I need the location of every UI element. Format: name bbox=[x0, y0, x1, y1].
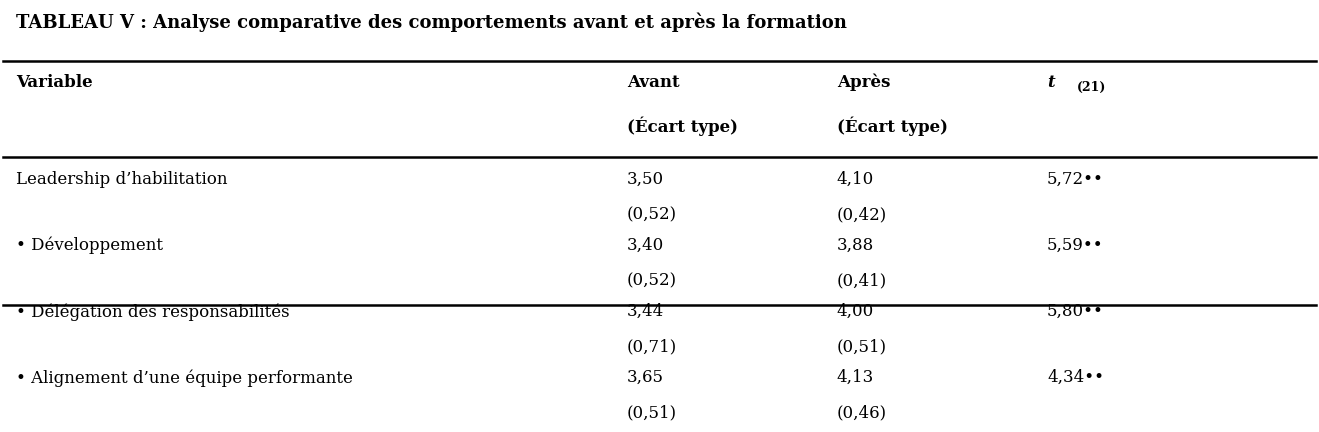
Text: 3,65: 3,65 bbox=[627, 369, 663, 386]
Text: (Écart type): (Écart type) bbox=[836, 117, 948, 136]
Text: TABLEAU V : Analyse comparative des comportements avant et après la formation: TABLEAU V : Analyse comparative des comp… bbox=[16, 12, 847, 32]
Text: Avant: Avant bbox=[627, 73, 679, 91]
Text: • Délégation des responsabilités: • Délégation des responsabilités bbox=[16, 303, 290, 321]
Text: (21): (21) bbox=[1078, 81, 1107, 94]
Text: (0,41): (0,41) bbox=[836, 272, 888, 289]
Text: 3,40: 3,40 bbox=[627, 237, 663, 254]
Text: (0,52): (0,52) bbox=[627, 206, 677, 223]
Text: 3,50: 3,50 bbox=[627, 171, 663, 187]
Text: 5,80••: 5,80•• bbox=[1047, 303, 1104, 320]
Text: (0,42): (0,42) bbox=[836, 206, 888, 223]
Text: 4,13: 4,13 bbox=[836, 369, 874, 386]
Text: 4,10: 4,10 bbox=[836, 171, 874, 187]
Text: 3,88: 3,88 bbox=[836, 237, 874, 254]
Text: • Alignement d’une équipe performante: • Alignement d’une équipe performante bbox=[16, 369, 352, 387]
Text: 5,59••: 5,59•• bbox=[1047, 237, 1104, 254]
Text: Après: Après bbox=[836, 73, 890, 91]
Text: (0,51): (0,51) bbox=[627, 405, 677, 422]
Text: 4,34••: 4,34•• bbox=[1047, 369, 1104, 386]
Text: • Développement: • Développement bbox=[16, 237, 164, 254]
Text: Variable: Variable bbox=[16, 73, 92, 91]
Text: Leadership d’habilitation: Leadership d’habilitation bbox=[16, 171, 227, 187]
Text: (Écart type): (Écart type) bbox=[627, 117, 737, 136]
Text: (0,71): (0,71) bbox=[627, 339, 677, 356]
Text: 3,44: 3,44 bbox=[627, 303, 663, 320]
Text: t: t bbox=[1047, 73, 1055, 91]
Text: (0,51): (0,51) bbox=[836, 339, 886, 356]
Text: 4,00: 4,00 bbox=[836, 303, 874, 320]
Text: (0,52): (0,52) bbox=[627, 272, 677, 289]
Text: 5,72••: 5,72•• bbox=[1047, 171, 1104, 187]
Text: (0,46): (0,46) bbox=[836, 405, 886, 422]
